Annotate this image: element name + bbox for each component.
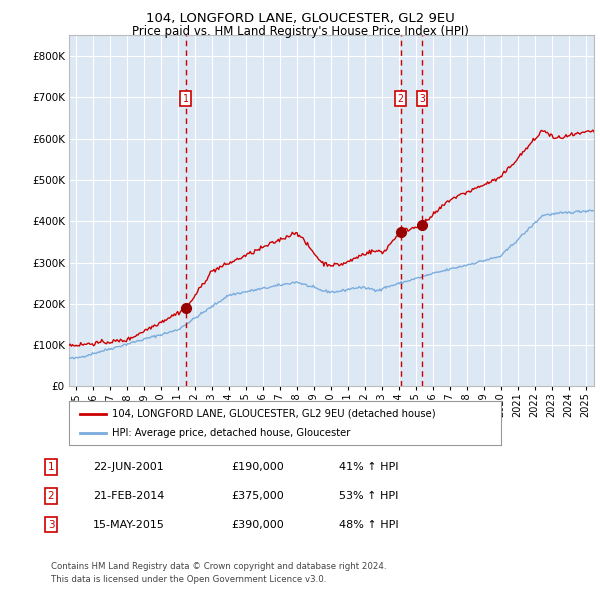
Text: 15-MAY-2015: 15-MAY-2015 — [93, 520, 165, 529]
Text: 53% ↑ HPI: 53% ↑ HPI — [339, 491, 398, 500]
Text: £190,000: £190,000 — [231, 462, 284, 471]
Text: 1: 1 — [183, 94, 188, 104]
Text: HPI: Average price, detached house, Gloucester: HPI: Average price, detached house, Glou… — [112, 428, 350, 438]
Text: 104, LONGFORD LANE, GLOUCESTER, GL2 9EU (detached house): 104, LONGFORD LANE, GLOUCESTER, GL2 9EU … — [112, 409, 436, 418]
Text: 1: 1 — [47, 462, 55, 471]
Text: 2: 2 — [398, 94, 404, 104]
Text: 104, LONGFORD LANE, GLOUCESTER, GL2 9EU: 104, LONGFORD LANE, GLOUCESTER, GL2 9EU — [146, 12, 454, 25]
Text: £375,000: £375,000 — [231, 491, 284, 500]
Text: This data is licensed under the Open Government Licence v3.0.: This data is licensed under the Open Gov… — [51, 575, 326, 584]
Text: 48% ↑ HPI: 48% ↑ HPI — [339, 520, 398, 529]
Text: 2: 2 — [47, 491, 55, 500]
Text: 21-FEB-2014: 21-FEB-2014 — [93, 491, 164, 500]
Text: Contains HM Land Registry data © Crown copyright and database right 2024.: Contains HM Land Registry data © Crown c… — [51, 562, 386, 571]
Text: 22-JUN-2001: 22-JUN-2001 — [93, 462, 164, 471]
Text: £390,000: £390,000 — [231, 520, 284, 529]
Text: Price paid vs. HM Land Registry's House Price Index (HPI): Price paid vs. HM Land Registry's House … — [131, 25, 469, 38]
Text: 3: 3 — [47, 520, 55, 529]
Text: 41% ↑ HPI: 41% ↑ HPI — [339, 462, 398, 471]
Text: 3: 3 — [419, 94, 425, 104]
